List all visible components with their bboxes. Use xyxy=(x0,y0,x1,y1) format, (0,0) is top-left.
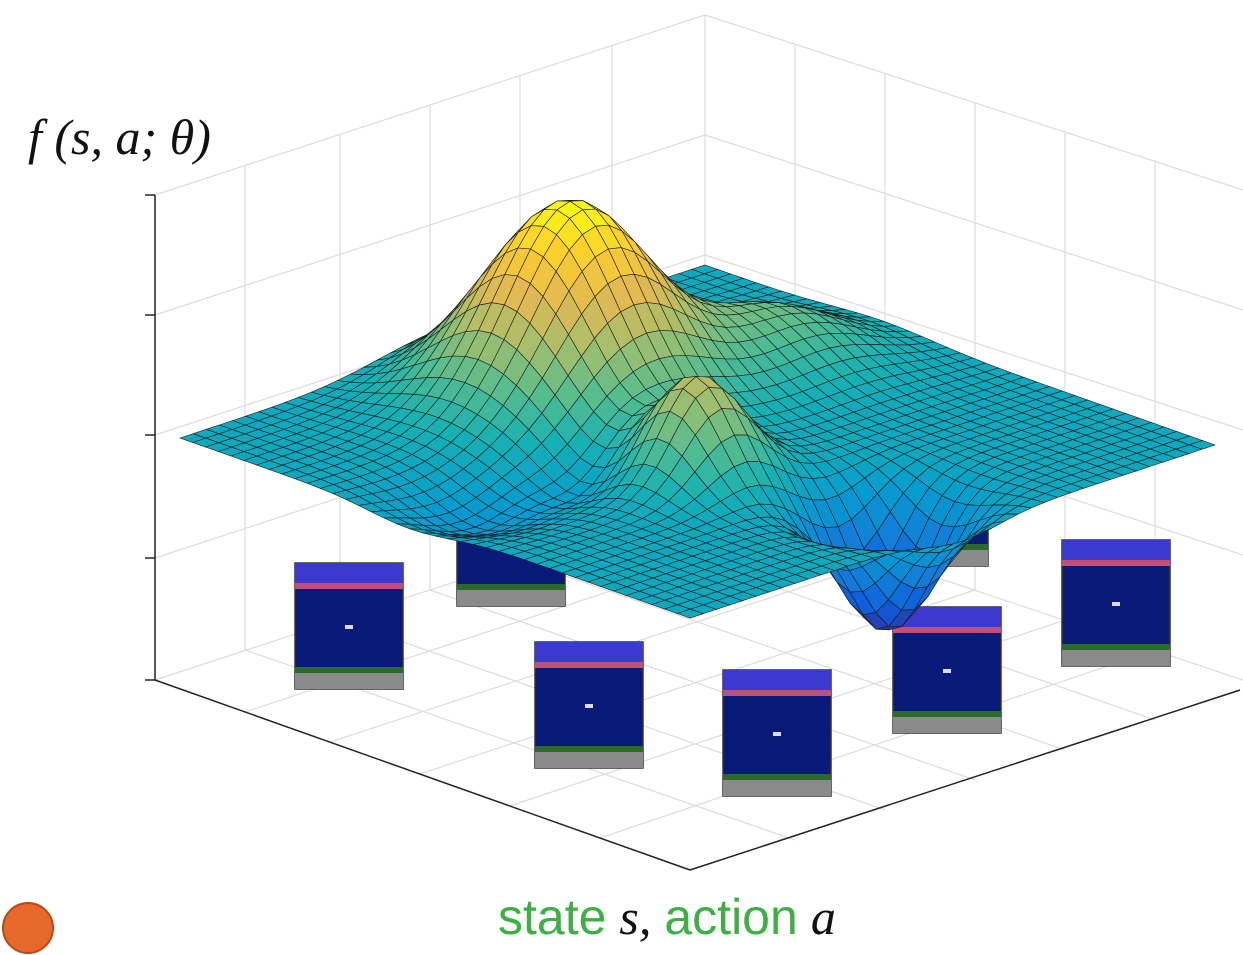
label-part: action xyxy=(664,889,797,945)
thumb-band xyxy=(893,627,1001,633)
thumb-sprite xyxy=(345,625,353,629)
thumb-sprite xyxy=(773,732,781,736)
page: f (s, a; θ) states,actiona xyxy=(0,0,1243,955)
thumb-bottom xyxy=(893,717,1001,733)
thumb-top xyxy=(1062,540,1170,560)
thumb-top xyxy=(723,670,831,690)
thumb-top xyxy=(535,642,643,662)
thumb-ground xyxy=(723,774,831,780)
label-part: s, xyxy=(619,889,651,945)
thumb-bottom xyxy=(457,590,565,606)
thumb-band xyxy=(535,662,643,668)
thumb-sprite xyxy=(943,669,951,673)
thumb-sprite xyxy=(1112,602,1120,606)
label-part: state xyxy=(498,889,606,945)
thumb-ground xyxy=(295,667,403,673)
thumb-top xyxy=(295,563,403,583)
thumb-ground xyxy=(893,711,1001,717)
thumb-ground xyxy=(535,746,643,752)
thumb-ground xyxy=(1062,644,1170,650)
thumb-band xyxy=(723,690,831,696)
thumb-band xyxy=(1062,560,1170,566)
thumb-band xyxy=(295,583,403,589)
thumb-ground xyxy=(457,584,565,590)
thumb-bottom xyxy=(535,752,643,768)
z-axis-label: f (s, a; θ) xyxy=(28,108,211,166)
thumb-bottom xyxy=(295,673,403,689)
thumb-sprite xyxy=(585,704,593,708)
record-indicator xyxy=(3,903,53,953)
thumb-bottom xyxy=(723,780,831,796)
thumb-bottom xyxy=(1062,650,1170,666)
label-part: a xyxy=(811,889,836,945)
